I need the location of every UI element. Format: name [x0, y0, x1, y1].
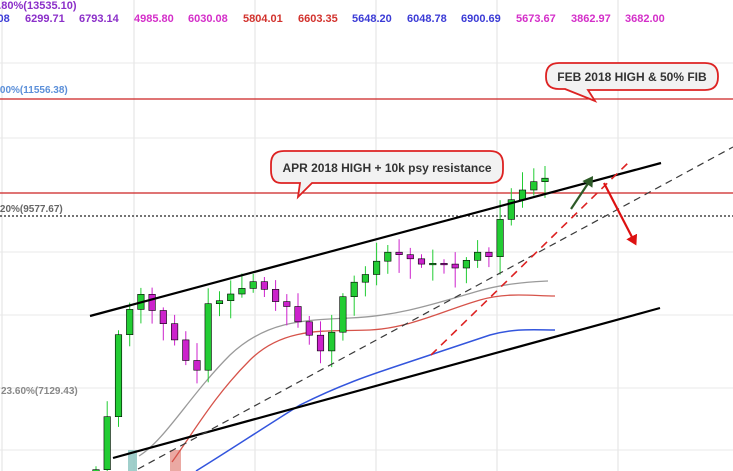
- svg-text:APR 2018 HIGH + 10k psy resist: APR 2018 HIGH + 10k psy resistance: [282, 161, 491, 175]
- svg-text:FEB 2018 HIGH & 50% FIB: FEB 2018 HIGH & 50% FIB: [557, 70, 707, 84]
